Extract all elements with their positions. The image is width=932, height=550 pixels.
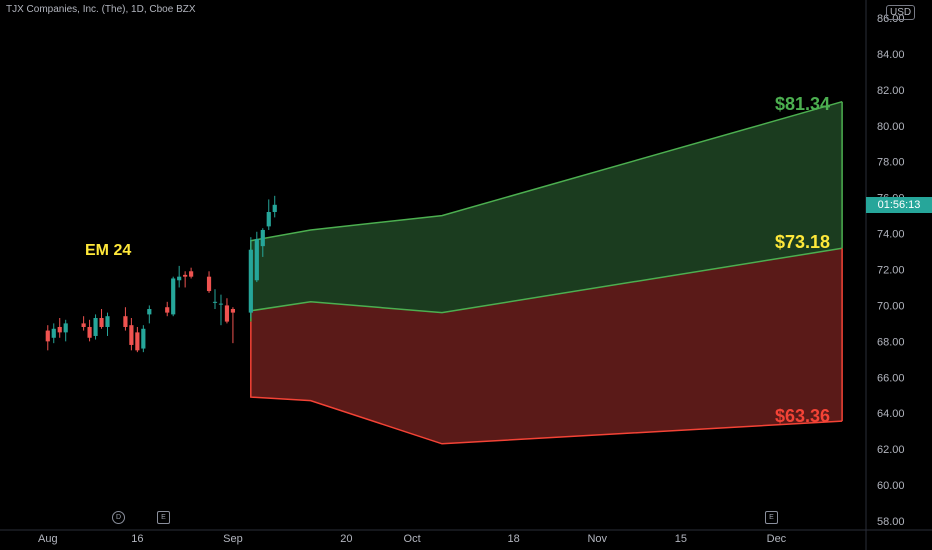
candle-body — [87, 326, 92, 338]
x-tick-label: 18 — [508, 533, 520, 545]
candle-body — [45, 330, 50, 342]
dividend-icon[interactable]: D — [112, 511, 125, 524]
candle-body — [189, 271, 194, 277]
candlestick-series — [45, 195, 277, 353]
y-tick-label: 70.00 — [877, 300, 905, 312]
y-tick-label: 62.00 — [877, 444, 905, 456]
candle-body — [51, 328, 56, 338]
candle-body — [183, 274, 188, 277]
x-tick-label: 16 — [131, 533, 143, 545]
x-tick-label: 15 — [675, 533, 687, 545]
candle-body — [63, 323, 68, 333]
candle-body — [272, 204, 277, 212]
candle-body — [218, 303, 224, 305]
candle-body — [105, 316, 110, 327]
y-tick-label: 58.00 — [877, 516, 905, 528]
candle-body — [57, 326, 62, 333]
x-tick-label: Oct — [404, 533, 421, 545]
candle-body — [212, 301, 218, 303]
y-tick-label: 82.00 — [877, 85, 905, 97]
symbol-title: TJX Companies, Inc. (The), 1D, Cboe BZX — [6, 4, 196, 15]
y-tick-label: 60.00 — [877, 480, 905, 492]
candle-body — [248, 249, 253, 313]
candle-body — [230, 309, 236, 313]
candle-body — [260, 229, 265, 247]
candle-body — [135, 332, 140, 351]
candle-body — [165, 307, 170, 313]
candle-body — [129, 325, 134, 345]
expected-move-label: EM 24 — [85, 242, 132, 259]
expected-move-bands — [250, 100, 843, 445]
price-countdown-badge: 01:56:13 — [866, 197, 932, 213]
currency-badge[interactable]: USD — [886, 5, 916, 20]
x-tick-label: Nov — [587, 533, 607, 545]
x-tick-label: 20 — [340, 533, 352, 545]
y-tick-label: 74.00 — [877, 229, 905, 241]
y-tick-label: 78.00 — [877, 157, 905, 169]
candle-body — [171, 278, 176, 315]
middle-band-line — [250, 247, 843, 314]
candle-body — [224, 305, 230, 322]
candle-body — [81, 323, 86, 327]
y-tick-label: 68.00 — [877, 336, 905, 348]
y-tick-label: 72.00 — [877, 264, 905, 276]
earnings-icon[interactable]: E — [765, 511, 778, 524]
y-tick-label: 66.00 — [877, 372, 905, 384]
lower-band-line — [250, 321, 843, 445]
candle-body — [266, 212, 271, 227]
earnings-icon[interactable]: E — [157, 511, 170, 524]
lower-band-label: $63.36 — [775, 406, 831, 426]
x-tick-label: Dec — [767, 533, 787, 545]
candle-body — [206, 276, 212, 292]
x-tick-label: Aug — [38, 533, 58, 545]
y-tick-label: 84.00 — [877, 49, 905, 61]
upper-band-label: $81.34 — [775, 94, 831, 114]
candle-body — [99, 318, 104, 327]
y-tick-label: 64.00 — [877, 408, 905, 420]
candle-body — [93, 318, 98, 336]
candle-body — [141, 328, 146, 349]
y-tick-label: 80.00 — [877, 121, 905, 133]
candle-body — [147, 309, 152, 315]
upper-band-area — [250, 101, 843, 313]
candle-body — [177, 276, 182, 281]
candle-body — [123, 316, 128, 327]
middle-band-label: $73.18 — [775, 232, 831, 252]
x-tick-label: Sep — [223, 533, 243, 545]
y-tick-label: 86.00 — [877, 13, 905, 25]
candle-body — [254, 238, 259, 281]
lower-band-area — [250, 248, 843, 444]
